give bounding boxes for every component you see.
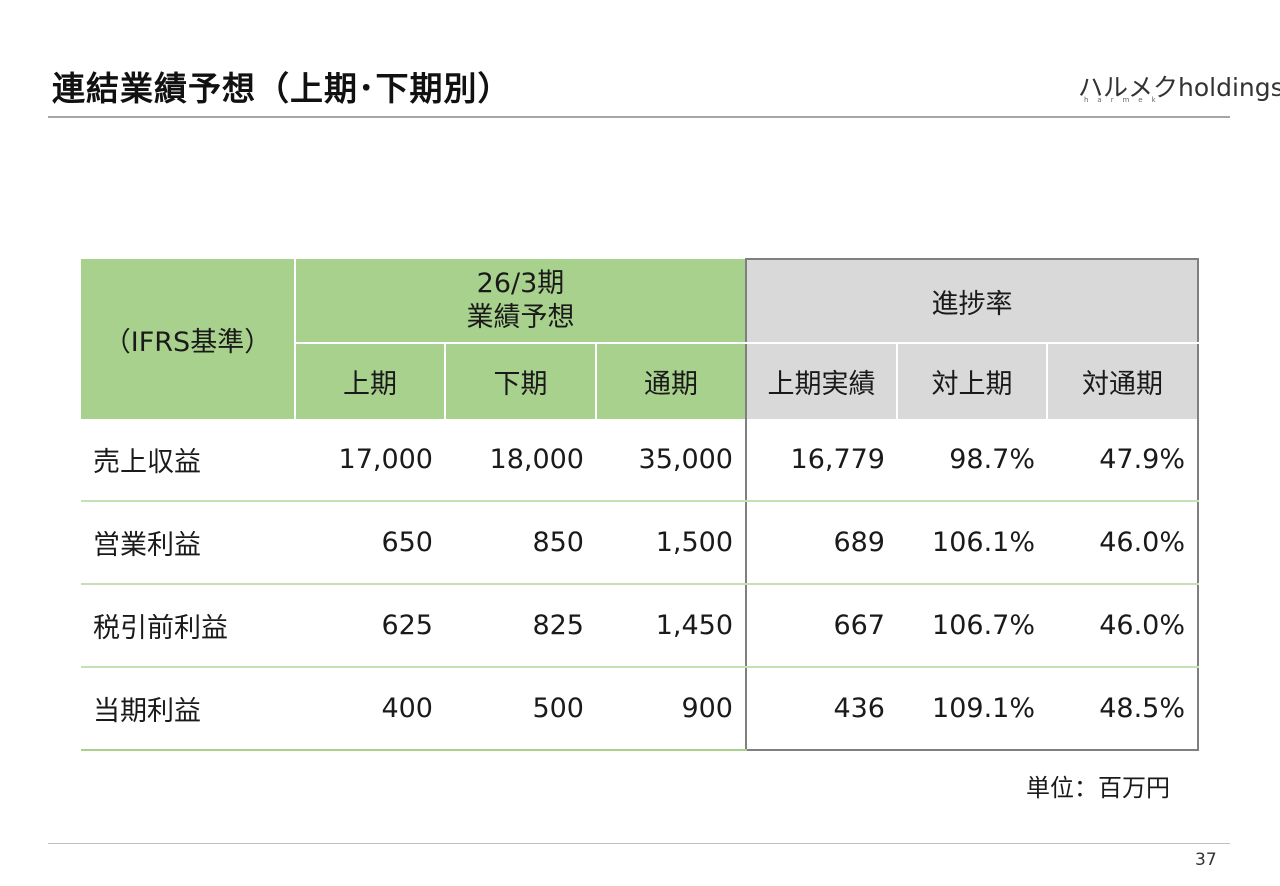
- cell-vs-full-year: 48.5%: [1047, 667, 1199, 751]
- cell-h1-actual: 689: [745, 501, 897, 585]
- cell-vs-h1: 98.7%: [897, 419, 1047, 502]
- col-header-full-year: 通期: [595, 343, 746, 419]
- forecast-group-header: 26/3期 業績予想: [294, 259, 746, 344]
- cell-h1-actual: 667: [745, 584, 897, 668]
- col-header-vs-h1: 対上期: [896, 343, 1047, 419]
- cell-vs-h1: 106.7%: [897, 584, 1047, 668]
- progress-group-header: 進捗率: [745, 258, 1199, 344]
- unit-note: 単位：百万円: [1026, 774, 1170, 802]
- cell-h2: 18,000: [445, 419, 596, 502]
- row-label: 税引前利益: [81, 584, 295, 668]
- table-row-pretax-profit: 税引前利益 625 825 1,450 667 106.7% 46.0%: [81, 584, 1199, 668]
- cell-vs-full-year: 46.0%: [1047, 501, 1199, 585]
- row-label: 営業利益: [81, 501, 295, 585]
- cell-h1: 650: [295, 501, 445, 585]
- cell-vs-h1: 109.1%: [897, 667, 1047, 751]
- page-number: 37: [1195, 850, 1217, 870]
- cell-full-year: 35,000: [596, 419, 746, 502]
- cell-h1: 625: [295, 584, 445, 668]
- title-divider: [48, 116, 1230, 118]
- col-header-h1: 上期: [294, 343, 445, 419]
- table-row-net-profit: 当期利益 400 500 900 436 109.1% 48.5%: [81, 667, 1199, 751]
- cell-h1: 17,000: [295, 419, 445, 502]
- cell-full-year: 1,450: [596, 584, 746, 668]
- table-row-revenue: 売上収益 17,000 18,000 35,000 16,779 98.7% 4…: [81, 419, 1199, 502]
- cell-h1-actual: 436: [745, 667, 897, 751]
- cell-h2: 850: [445, 501, 596, 585]
- cell-h1-actual: 16,779: [745, 419, 897, 502]
- cell-full-year: 1,500: [596, 501, 746, 585]
- col-header-vs-full-year: 対通期: [1046, 343, 1199, 419]
- col-header-h2: 下期: [444, 343, 596, 419]
- table-corner-header: （IFRS基準）: [81, 259, 295, 419]
- col-header-h1-actual: 上期実績: [745, 343, 897, 419]
- cell-h2: 825: [445, 584, 596, 668]
- cell-vs-full-year: 47.9%: [1047, 419, 1199, 502]
- forecast-table: （IFRS基準） 26/3期 業績予想 進捗率 上期 下期 通期 上期実績 対上…: [81, 258, 1199, 751]
- cell-h2: 500: [445, 667, 596, 751]
- footer-divider: [48, 843, 1230, 844]
- row-label: 当期利益: [81, 667, 295, 751]
- logo-subtext: harmek: [1084, 96, 1165, 104]
- forecast-group-line2: 業績予想: [466, 301, 575, 333]
- table-row-operating-profit: 営業利益 650 850 1,500 689 106.1% 46.0%: [81, 501, 1199, 585]
- cell-vs-h1: 106.1%: [897, 501, 1047, 585]
- logo-text: ハルメクholdings: [1078, 73, 1280, 102]
- cell-h1: 400: [295, 667, 445, 751]
- page-title: 連結業績予想（上期･下期別）: [52, 69, 512, 108]
- row-label: 売上収益: [81, 419, 295, 502]
- company-logo: ハルメクholdings harmek: [1078, 68, 1280, 108]
- cell-vs-full-year: 46.0%: [1047, 584, 1199, 668]
- forecast-group-line1: 26/3期: [476, 267, 565, 299]
- cell-full-year: 900: [596, 667, 746, 751]
